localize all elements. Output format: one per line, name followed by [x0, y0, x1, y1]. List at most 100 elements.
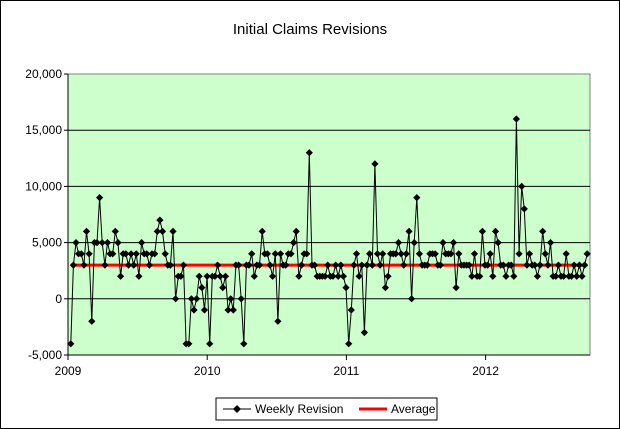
series-layer [67, 115, 591, 348]
data-point-weekly-revision [114, 239, 122, 247]
data-point-weekly-revision [570, 261, 578, 269]
data-point-weekly-revision [478, 227, 486, 235]
data-point-weekly-revision [363, 261, 371, 269]
data-point-weekly-revision [423, 261, 431, 269]
data-point-weekly-revision [195, 272, 203, 280]
data-point-weekly-revision [179, 261, 188, 269]
data-point-weekly-revision [227, 295, 235, 303]
data-point-weekly-revision [379, 250, 387, 258]
data-point-weekly-revision [329, 272, 337, 280]
chart-title: Initial Claims Revisions [233, 21, 387, 38]
data-point-weekly-revision [200, 306, 209, 314]
data-point-weekly-revision [400, 261, 408, 269]
data-point-weekly-revision [229, 306, 237, 314]
data-point-weekly-revision [573, 272, 581, 280]
x-tick-label: 2010 [194, 364, 221, 378]
data-point-weekly-revision [111, 227, 119, 235]
data-point-weekly-revision [515, 250, 523, 258]
data-point-weekly-revision [135, 272, 143, 280]
data-point-weekly-revision [255, 261, 264, 269]
data-point-weekly-revision [373, 250, 382, 258]
data-point-weekly-revision [224, 306, 232, 314]
data-point-weekly-revision [562, 250, 570, 258]
data-point-weekly-revision [449, 239, 458, 247]
y-tick-label: 20,000 [25, 67, 62, 81]
data-point-weekly-revision [350, 261, 358, 269]
data-point-weekly-revision [303, 250, 311, 258]
data-point-weekly-revision [80, 261, 88, 269]
data-point-weekly-revision [177, 272, 185, 280]
data-point-weekly-revision [345, 340, 353, 348]
data-point-weekly-revision [240, 340, 248, 348]
data-point-weekly-revision [187, 295, 195, 303]
y-tick-label: 10,000 [25, 179, 62, 193]
data-point-weekly-revision [274, 317, 282, 325]
data-point-weekly-revision [502, 272, 510, 280]
data-point-weekly-revision [525, 250, 534, 258]
legend-average-label: Average [391, 402, 436, 416]
data-point-weekly-revision [287, 250, 295, 258]
data-point-weekly-revision [166, 261, 174, 269]
data-point-weekly-revision [292, 227, 300, 235]
data-point-weekly-revision [342, 284, 350, 292]
data-point-weekly-revision [337, 261, 345, 269]
data-point-weekly-revision [552, 272, 560, 280]
data-point-weekly-revision [339, 272, 347, 280]
data-point-weekly-revision [392, 250, 400, 258]
data-point-weekly-revision [452, 284, 460, 292]
data-point-weekly-revision [69, 261, 77, 269]
data-point-weekly-revision [198, 284, 206, 292]
data-point-weekly-revision [98, 239, 106, 247]
x-tick-label: 2012 [472, 364, 499, 378]
data-point-weekly-revision [366, 250, 374, 258]
x-tick-label: 2011 [333, 364, 359, 378]
data-point-weekly-revision [384, 272, 392, 280]
data-point-weekly-revision [439, 239, 447, 247]
data-point-weekly-revision [172, 295, 180, 303]
data-point-weekly-revision [235, 261, 243, 269]
data-point-weekly-revision [156, 216, 164, 224]
data-point-weekly-revision [151, 250, 159, 258]
data-point-weekly-revision [491, 227, 500, 235]
data-point-weekly-revision [507, 261, 515, 269]
data-point-weekly-revision [269, 272, 277, 280]
data-point-weekly-revision [130, 261, 138, 269]
y-tick-label: 5,000 [32, 236, 62, 250]
data-point-weekly-revision [216, 272, 224, 280]
data-point-weekly-revision [282, 261, 290, 269]
data-point-weekly-revision [436, 261, 444, 269]
data-point-weekly-revision [263, 250, 271, 258]
data-point-weekly-revision [413, 194, 421, 202]
data-point-weekly-revision [248, 250, 256, 258]
data-point-weekly-revision [85, 250, 93, 258]
data-point-weekly-revision [397, 250, 405, 258]
data-point-weekly-revision [476, 272, 484, 280]
data-point-weekly-revision [101, 261, 109, 269]
data-point-weekly-revision [214, 261, 222, 269]
data-point-weekly-revision [455, 250, 463, 258]
data-point-weekly-revision [376, 261, 384, 269]
x-tick-label: 2009 [55, 364, 82, 378]
legend-weekly-marker [233, 405, 241, 413]
data-point-weekly-revision [158, 227, 167, 235]
data-point-weekly-revision [305, 149, 313, 157]
data-point-weekly-revision [311, 261, 319, 269]
data-point-weekly-revision [360, 328, 368, 337]
y-tick-label: 15,000 [25, 123, 62, 137]
data-point-weekly-revision [484, 261, 492, 269]
data-point-weekly-revision [518, 182, 526, 190]
data-point-weekly-revision [536, 261, 544, 269]
gridlines [68, 129, 590, 300]
data-point-weekly-revision [169, 227, 177, 235]
data-point-weekly-revision [295, 272, 303, 280]
data-point-weekly-revision [96, 194, 104, 202]
data-point-weekly-revision [358, 261, 366, 269]
data-point-weekly-revision [523, 261, 531, 269]
data-point-weekly-revision [575, 261, 583, 269]
data-point-weekly-revision [321, 272, 329, 280]
data-point-weekly-revision [117, 272, 125, 280]
data-point-weekly-revision [206, 340, 214, 348]
data-point-weekly-revision [394, 239, 403, 247]
